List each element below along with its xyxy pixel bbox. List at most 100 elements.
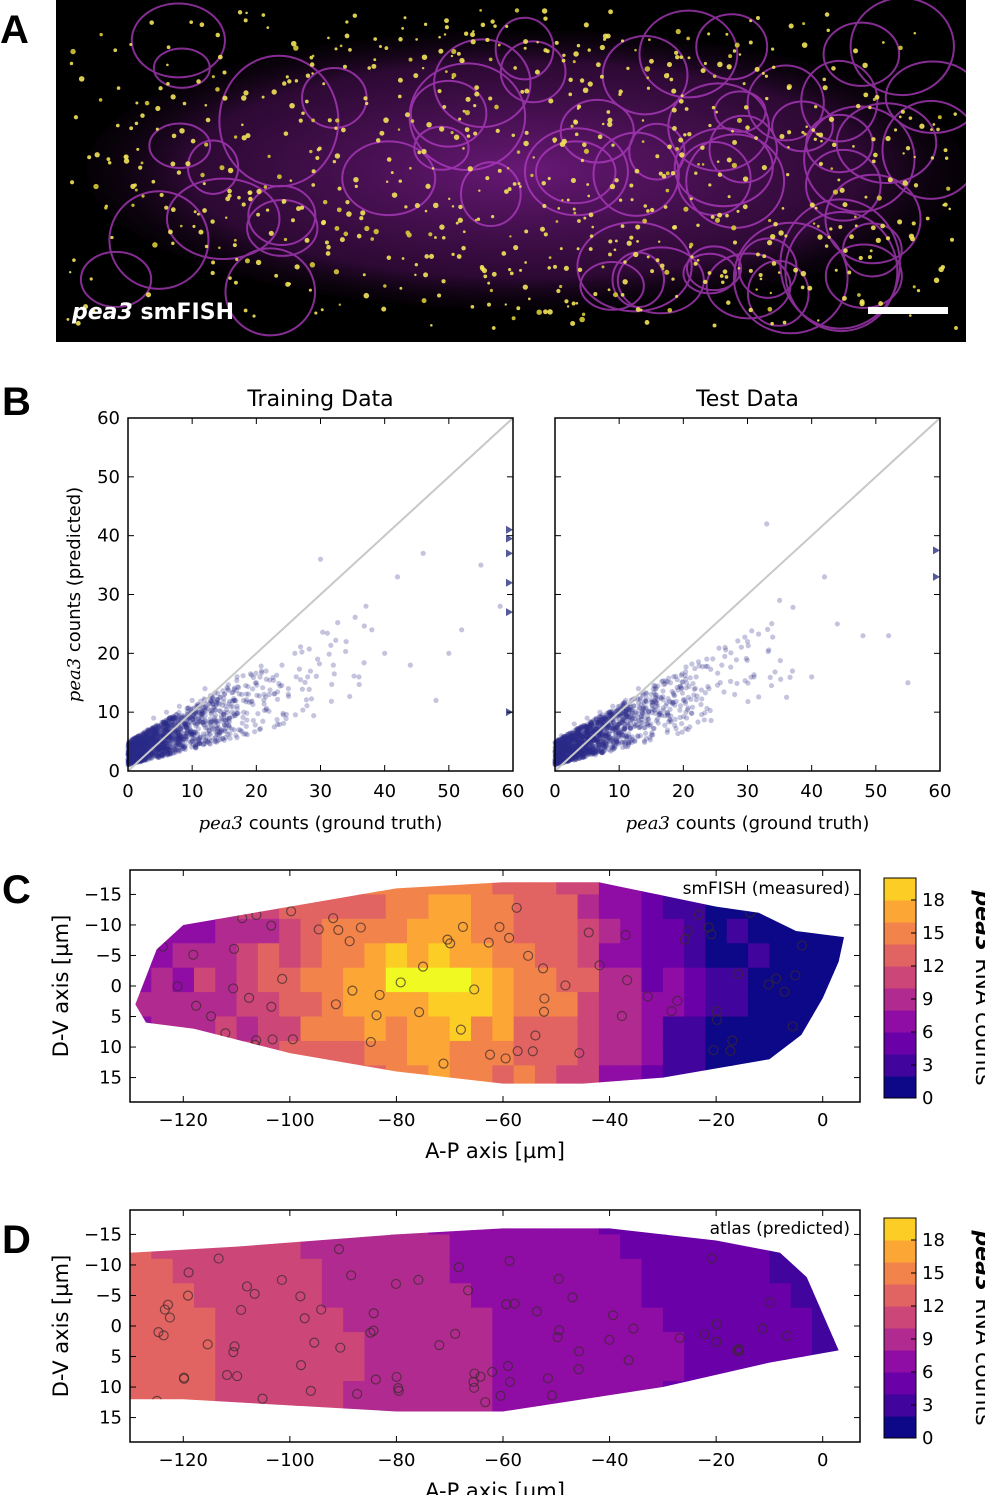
scatter-point [170,714,176,720]
scatter-point [560,734,566,740]
scatter-point [135,743,141,749]
rna-spot [726,300,731,305]
heat-cell [385,1016,408,1042]
scatter-point [130,744,136,750]
scatter-point [248,699,254,705]
heat-cell [151,1332,174,1358]
scatter-point [324,630,330,636]
scatter-point [141,729,147,736]
scatter-point [576,728,582,734]
scatter-point [607,724,613,731]
heat-cell [598,1016,621,1042]
scatter-point [152,728,158,734]
scatter-point [142,748,148,754]
scatter-point [635,734,641,740]
scatter-point [604,712,610,718]
rna-spot [453,134,460,140]
scatter-point [150,733,156,740]
scatter-point [307,668,314,674]
scatter-point [133,735,139,741]
cell-position-marker [277,1055,289,1066]
rna-spot [470,304,475,309]
scatter-point [142,756,149,763]
scatter-point [137,753,143,759]
scatter-point [133,746,139,752]
rna-spot [855,103,861,109]
scatter-point [261,707,268,714]
rna-spot [315,155,320,161]
scatter-point [728,650,734,656]
scatter-point [576,726,582,732]
scatter-point [208,718,214,724]
heat-cell [812,992,834,1018]
rna-spot [563,265,569,271]
scatter-point [212,707,218,713]
scatter-point [555,751,561,757]
rna-spot [822,85,828,91]
scatter-point [128,750,135,756]
scatter-point [129,755,135,761]
scatter-point [173,736,179,742]
rna-spot [325,251,331,256]
scatter-point [596,738,602,745]
scatter-point [141,757,147,764]
scatter-point [221,737,227,743]
heat-cell [236,1405,259,1412]
heat-cell [151,1356,174,1382]
scatter-point [597,735,603,741]
scatter-point [166,726,172,732]
scatter-point [162,748,169,755]
scatter-point [610,703,616,709]
y-tick-label: −5 [95,945,122,966]
heat-cell [662,1380,685,1406]
rna-spot [267,154,271,158]
scatter-point [130,740,136,746]
heat-cell [172,1234,195,1260]
scatter-point [156,744,162,750]
heat-cell [300,1234,323,1260]
scatter-point [555,759,561,765]
scatter-point [189,738,196,745]
scatter-point [188,728,194,734]
scatter-point [675,730,681,737]
scatter-point [175,735,181,742]
scatter-point [670,701,676,707]
scatter-point [139,738,145,745]
scatter-point [130,749,136,755]
scatter-point [748,674,754,680]
scatter-point [233,687,239,694]
rna-spot [506,166,510,170]
heat-cell [748,1283,771,1309]
heat-cell [364,1356,387,1382]
scatter-point [130,758,136,764]
rna-spot [822,77,827,82]
rna-spot [241,123,244,127]
rna-spot [237,195,241,200]
colorbar-segment [884,988,916,1000]
scatter-point [181,720,188,726]
scatter-point [692,665,698,672]
scatter-point [132,742,138,748]
cell-membrane [685,245,743,292]
scatter-point [142,745,148,751]
scatter-point [133,754,139,760]
scatter-point [653,703,659,710]
scatter-point [678,672,684,678]
scatter-point [240,673,246,679]
rna-spot [283,131,289,136]
scatter-point [132,742,138,748]
rna-spot [831,66,836,71]
rna-spot [641,119,645,122]
scatter-point [139,750,145,756]
heat-cell [662,1405,685,1412]
scatter-point [138,736,144,742]
scatter-point [132,751,138,758]
rna-spot [390,171,394,175]
scatter-point [164,721,170,728]
scatter-point [132,746,138,752]
rna-spot [605,33,611,39]
rna-spot [337,186,342,191]
scatter-point [128,760,134,766]
heat-cell [151,894,174,920]
scatter-point [575,755,582,761]
